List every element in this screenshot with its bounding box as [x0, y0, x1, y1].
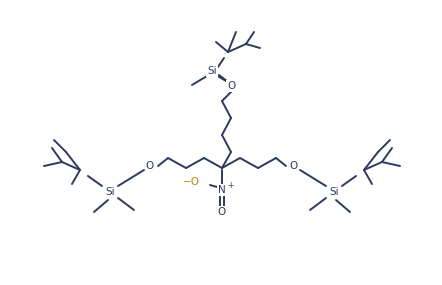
Text: +: +	[227, 182, 233, 190]
Text: O: O	[290, 161, 298, 171]
Text: Si: Si	[207, 66, 217, 76]
Text: −O: −O	[183, 177, 200, 187]
Text: Si: Si	[329, 187, 339, 197]
Text: O: O	[218, 207, 226, 217]
Text: O: O	[227, 81, 235, 91]
Text: N: N	[218, 185, 226, 195]
Text: O: O	[146, 161, 154, 171]
Text: Si: Si	[105, 187, 115, 197]
